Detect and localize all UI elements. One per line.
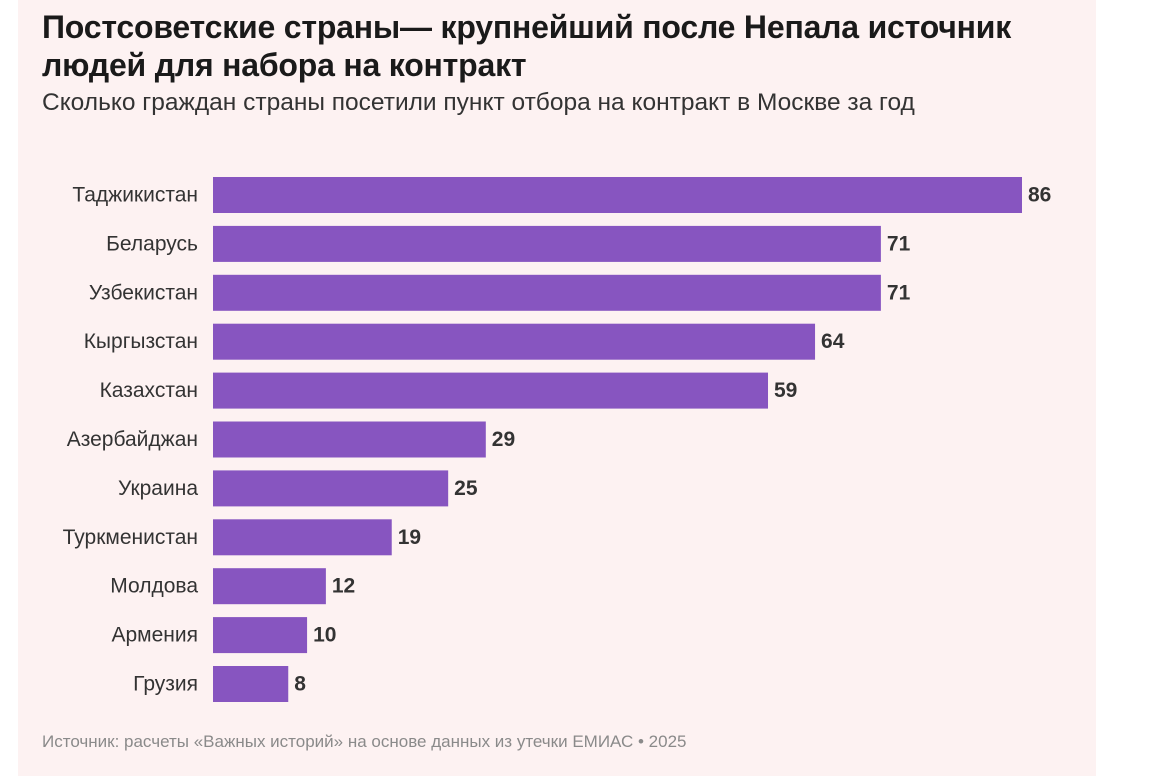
- category-label: Украина: [118, 477, 198, 500]
- category-label: Туркменистан: [63, 526, 198, 549]
- category-label: Казахстан: [100, 379, 198, 402]
- value-label: 71: [887, 232, 911, 255]
- value-label: 64: [821, 330, 845, 353]
- category-label: Узбекистан: [89, 281, 198, 304]
- category-label: Таджикистан: [72, 184, 198, 207]
- value-label: 25: [454, 477, 478, 500]
- bar: [213, 274, 881, 311]
- category-label: Азербайджан: [67, 428, 198, 451]
- bar: [213, 177, 1022, 213]
- bar: [213, 568, 326, 605]
- category-label: Молдова: [110, 575, 198, 598]
- value-label: 59: [774, 379, 797, 402]
- category-label: Армения: [111, 624, 198, 647]
- value-label: 19: [398, 526, 421, 549]
- bar: [213, 225, 881, 262]
- category-label: Беларусь: [106, 232, 198, 255]
- bar: [213, 470, 449, 507]
- bar: [213, 519, 392, 556]
- chart-subtitle: Сколько граждан страны посетили пункт от…: [42, 89, 915, 116]
- bar: [213, 421, 486, 458]
- bar: [213, 617, 308, 654]
- value-label: 10: [313, 624, 336, 647]
- bar: [213, 372, 769, 409]
- chart-title: Постсоветские страны— крупнейший после Н…: [42, 9, 1012, 83]
- category-label: Грузия: [133, 673, 198, 696]
- value-label: 12: [332, 575, 355, 598]
- value-label: 8: [294, 673, 306, 696]
- source-note: Источник: расчеты «Важных историй» на ос…: [42, 732, 687, 751]
- category-label: Кыргызстан: [84, 330, 198, 353]
- value-label: 29: [492, 428, 515, 451]
- bar: [213, 323, 816, 360]
- value-label: 71: [887, 281, 911, 304]
- value-label: 86: [1028, 184, 1051, 207]
- bar: [213, 666, 289, 702]
